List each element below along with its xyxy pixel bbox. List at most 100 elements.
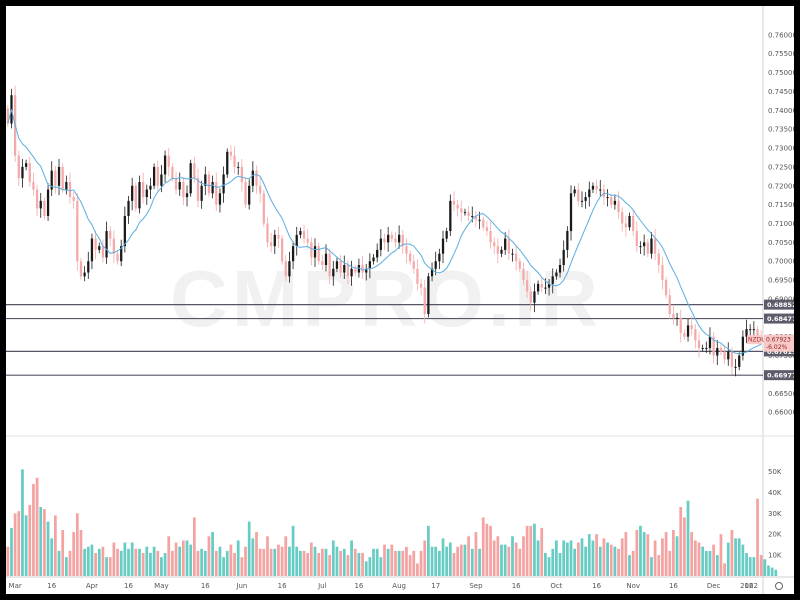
- candle-body: [423, 287, 426, 315]
- candle-body: [683, 332, 686, 337]
- volume-bar: [207, 536, 211, 576]
- candle-body: [317, 246, 320, 262]
- volume-bar: [375, 548, 379, 576]
- candle-body: [738, 355, 741, 367]
- volume-bar: [664, 532, 668, 576]
- candle-body: [493, 242, 496, 247]
- volume-bar: [650, 557, 653, 576]
- candle-body: [445, 231, 448, 239]
- candle-body: [412, 261, 415, 269]
- volume-bar: [284, 536, 288, 576]
- candle-body: [328, 253, 331, 277]
- time-tick-label: Apr: [86, 582, 98, 590]
- candle-body: [719, 348, 723, 352]
- candle-body: [675, 317, 679, 319]
- volume-bar: [97, 548, 101, 576]
- volume-bar: [185, 540, 189, 576]
- candle-body: [302, 231, 306, 239]
- candlestick-chart[interactable]: CMPRO.IR 0.760000.755000.750000.745000.7…: [6, 6, 794, 594]
- candle-body: [313, 246, 317, 258]
- volume-bar: [331, 540, 335, 576]
- candle-body: [46, 189, 50, 216]
- candle-body: [716, 348, 719, 356]
- volume-bar: [379, 557, 383, 576]
- candle-body: [94, 238, 97, 250]
- volume-bar: [46, 521, 50, 576]
- volume-bar: [21, 469, 24, 576]
- volume-bar: [79, 530, 83, 576]
- volume-bar: [313, 546, 317, 576]
- candle-body: [229, 151, 233, 156]
- candle-body: [160, 174, 163, 186]
- volume-bar: [306, 553, 310, 576]
- last-price-tag: [764, 334, 794, 352]
- volume-bar: [565, 542, 569, 576]
- candle-body: [368, 261, 372, 269]
- candle-body: [730, 351, 734, 367]
- candle-body: [661, 265, 664, 281]
- volume-bar: [244, 546, 247, 576]
- volume-bar: [372, 548, 375, 576]
- candle-body: [482, 219, 485, 228]
- candle-body: [525, 280, 529, 292]
- volume-bar: [690, 532, 694, 576]
- candle-body: [357, 265, 361, 273]
- volume-bar: [467, 536, 470, 576]
- candle-body: [211, 182, 214, 194]
- volume-bar: [24, 515, 28, 576]
- candle-body: [511, 253, 514, 255]
- watermark-layer: CMPRO.IR: [170, 254, 598, 343]
- candle-body: [584, 197, 587, 201]
- candle-body: [756, 329, 759, 337]
- candle-body: [354, 268, 357, 273]
- time-tick-label: 16: [47, 582, 56, 590]
- candle-body: [335, 261, 339, 269]
- candle-body: [595, 185, 598, 190]
- volume-bar: [737, 538, 741, 576]
- time-tick-label: 2022: [740, 582, 758, 590]
- candle-body: [394, 238, 397, 243]
- volume-bar: [299, 550, 302, 576]
- candle-body: [496, 246, 500, 254]
- candle-body: [599, 189, 602, 191]
- volume-bar: [419, 550, 423, 576]
- volume-bar: [394, 550, 397, 576]
- candle-body: [255, 170, 258, 186]
- candle-body: [196, 178, 200, 201]
- volume-bar: [580, 538, 584, 576]
- volume-bar: [317, 553, 321, 576]
- candle-body: [171, 166, 174, 179]
- volume-bar: [430, 546, 434, 576]
- volume-bar: [233, 553, 236, 576]
- candle-body: [536, 283, 540, 292]
- candle-body: [142, 182, 145, 198]
- candle-body: [28, 163, 31, 182]
- candle-body: [419, 283, 423, 288]
- chart-canvas[interactable]: CMPRO.IR 0.760000.755000.750000.745000.7…: [6, 6, 794, 594]
- candle-body: [701, 348, 704, 349]
- candle-body: [591, 185, 595, 190]
- candle-body: [617, 200, 620, 213]
- candle-body: [643, 242, 646, 247]
- candle-body: [17, 155, 20, 179]
- time-tick-label: 16: [512, 582, 521, 590]
- candle-body: [628, 215, 631, 228]
- candle-body: [101, 246, 105, 258]
- volume-bar: [712, 544, 716, 576]
- volume-bar: [386, 548, 390, 576]
- volume-bar: [214, 550, 218, 576]
- candle-body: [39, 200, 42, 209]
- candle-body: [32, 182, 35, 190]
- candle-body: [518, 261, 521, 269]
- candle-body: [57, 166, 61, 186]
- volume-bar: [562, 540, 566, 576]
- candle-body: [87, 261, 90, 273]
- volume-bar: [445, 546, 449, 576]
- volume-bar: [730, 530, 734, 576]
- candle-body: [350, 268, 353, 277]
- candle-body: [489, 231, 492, 243]
